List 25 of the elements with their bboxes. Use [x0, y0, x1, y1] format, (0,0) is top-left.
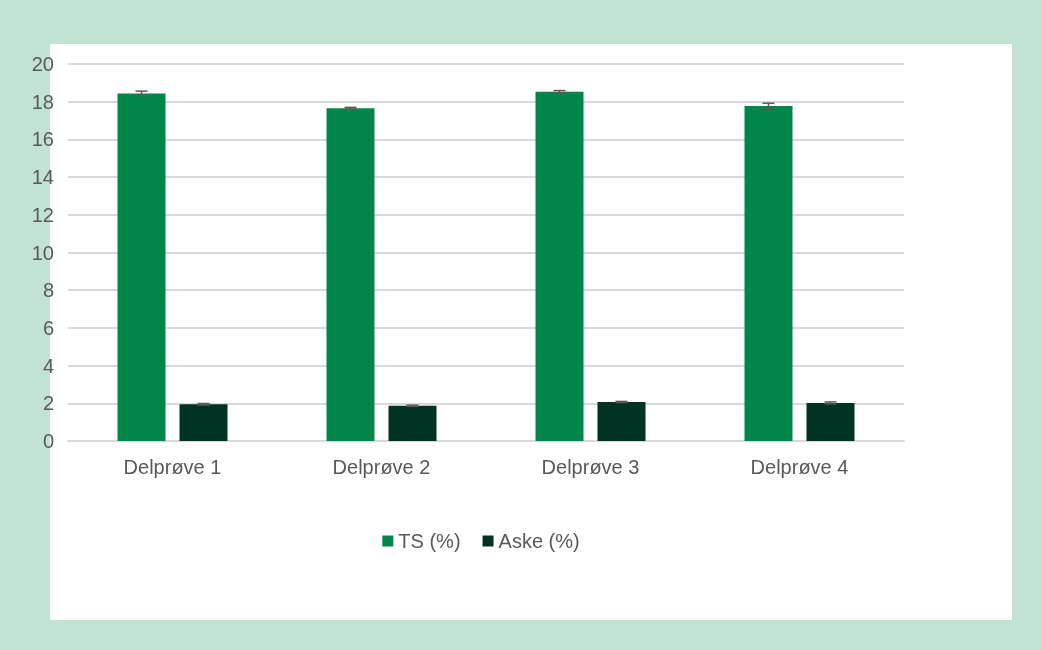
bar [535, 91, 584, 441]
y-tick-label: 16 [31, 128, 54, 151]
y-tick-label: 2 [42, 392, 54, 415]
y-tick-label: 10 [31, 241, 54, 264]
y-tick-label: 12 [31, 203, 54, 226]
x-tick-label: Delprøve 2 [332, 456, 431, 478]
bar [597, 401, 646, 441]
legend-label: TS (%) [398, 530, 461, 552]
x-tick-label: Delprøve 1 [123, 456, 222, 478]
y-tick-label: 0 [42, 430, 54, 452]
y-tick-label: 8 [42, 279, 54, 302]
y-tick-label: 20 [31, 53, 54, 75]
bar [117, 93, 166, 441]
x-tick-label: Delprøve 3 [541, 456, 640, 478]
bar [326, 108, 375, 441]
y-tick-label: 18 [31, 90, 54, 113]
bar [179, 404, 228, 441]
legend-label: Aske (%) [498, 530, 580, 552]
x-tick-label: Delprøve 4 [750, 456, 849, 478]
bar [744, 106, 793, 441]
y-tick-label: 14 [31, 166, 54, 189]
y-tick-label: 6 [42, 316, 54, 339]
bar [388, 405, 437, 441]
y-tick-label: 4 [42, 354, 54, 377]
bar [806, 402, 855, 441]
